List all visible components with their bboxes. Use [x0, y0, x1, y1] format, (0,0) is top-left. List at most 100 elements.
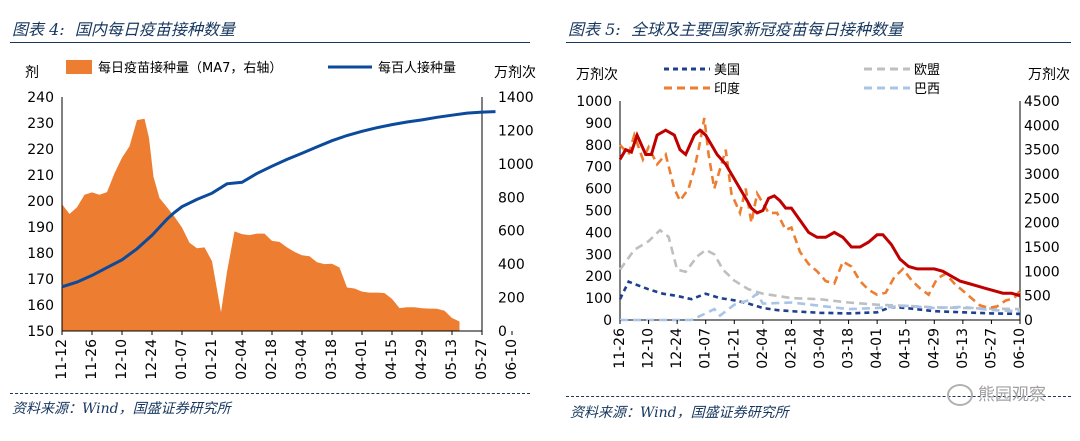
x-tick-label: 12-10 [641, 328, 657, 369]
x-tick-label: 03-04 [294, 339, 310, 380]
chart-2: 0 100 200 300 400 500 600 700 800 900 1000 0 500 1000… [576, 63, 1070, 369]
left-tick-label: 100 [585, 291, 612, 307]
x-tick-label: 01-21 [204, 339, 220, 380]
chart-1: 150 160 170 180 190 200 210 220 230 240 0 200 400 600… [25, 60, 536, 380]
x-tick-label: 12-10 [114, 339, 130, 380]
line-india [619, 117, 1022, 310]
right-tick-label: 500 [1024, 289, 1051, 305]
left-tick-label: 1000 [576, 94, 612, 110]
right-tick-label: 3000 [1024, 167, 1060, 183]
left-tick-label: 500 [585, 204, 612, 220]
x-tick-label: 04-01 [869, 328, 885, 369]
left-tick-label: 900 [585, 116, 612, 132]
x-tick-label: 01-07 [174, 339, 190, 380]
left-tick-label: 400 [585, 225, 612, 241]
x-tick-label: 05-27 [983, 328, 999, 369]
right-tick-label: 1000 [498, 157, 534, 173]
watermark-text: 熊园观察 [978, 385, 1046, 405]
x-tick-label: 04-01 [354, 339, 370, 380]
x-tick-label: 04-15 [898, 328, 914, 369]
x-tick-label: 11-26 [612, 328, 628, 369]
left-axis-unit: 剂 [25, 65, 39, 81]
x-tick-label: 02-04 [234, 339, 250, 380]
x-tick-label: 02-18 [783, 328, 799, 369]
x-tick-label: 03-18 [324, 339, 340, 380]
right-tick-label: 800 [498, 190, 525, 206]
right-tick-label: 0 [1024, 313, 1033, 329]
left-tick-label: 300 [585, 247, 612, 263]
x-tick-label: 03-04 [812, 328, 828, 369]
legend-label: 美国 [714, 63, 740, 78]
right-tick-label: 0 [498, 324, 507, 340]
line-global [618, 128, 1021, 298]
line-brazil [620, 291, 1021, 322]
x-tick-label: 05-13 [444, 339, 460, 380]
right-tick-label: 2000 [1024, 216, 1060, 232]
figure5-title: 图表 5: 全球及主要国家新冠疫苗每日接种数量 [568, 16, 903, 40]
left-axis-unit: 万剂次 [576, 67, 618, 83]
x-tick-label: 02-18 [264, 339, 280, 380]
figure4-label: 图表 4: [12, 20, 65, 39]
figure5-label: 图表 5: [568, 20, 621, 39]
x-tick-label: 04-29 [414, 339, 430, 380]
left-tick-label: 230 [27, 116, 54, 132]
x-tick-label: 04-15 [384, 339, 400, 380]
right-tick-label: 4500 [1024, 94, 1060, 110]
left-panel: 图表 4: 国内每日疫苗接种数量 150 160 170 180 190 200 210 22… [10, 16, 536, 417]
x-tick-label: 05-13 [955, 328, 971, 369]
left-tick-label: 220 [27, 142, 54, 158]
left-tick-label: 240 [27, 90, 54, 106]
line-per-hundred [61, 110, 496, 289]
left-tick-label: 0 [603, 313, 612, 329]
x-tick-label: 03-18 [841, 328, 857, 369]
left-tick-label: 600 [585, 182, 612, 198]
left-tick-label: 200 [27, 194, 54, 210]
right-tick-label: 400 [498, 257, 525, 273]
right-tick-label: 2500 [1024, 191, 1060, 207]
x-tick-label: 01-21 [726, 328, 742, 369]
right-tick-label: 600 [498, 224, 525, 240]
right-tick-label: 3500 [1024, 143, 1060, 159]
legend-label: 印度 [714, 81, 740, 97]
right-panel: 图表 5: 全球及主要国家新冠疫苗每日接种数量 0 100 200 300 400 500… [548, 0, 1080, 441]
figure4-title-text: 国内每日疫苗接种数量 [74, 20, 235, 39]
right-tick-label: 1000 [1024, 264, 1060, 280]
watermark: 熊园观察 [947, 380, 1046, 406]
left-tick-label: 210 [27, 168, 54, 184]
figure4-title: 图表 4: 国内每日疫苗接种数量 [12, 16, 235, 40]
area-daily-vaccinations [62, 118, 460, 331]
wechat-icon [947, 384, 973, 406]
x-tick-label: 06-10 [1012, 328, 1028, 369]
x-tick-label: 12-24 [669, 328, 685, 369]
left-tick-label: 800 [585, 138, 612, 154]
legend-label-line: 每百人接种量 [378, 60, 456, 76]
legend-label: 巴西 [914, 82, 940, 97]
right-axis-unit: 万剂次 [1028, 67, 1070, 83]
x-tick-label: 11-26 [84, 339, 100, 380]
x-tick-label: 05-27 [474, 339, 490, 380]
x-tick-label: 04-29 [926, 328, 942, 369]
right-tick-label: 200 [498, 291, 525, 307]
x-tick-label: 11-12 [54, 339, 70, 380]
legend-label: 欧盟 [914, 63, 940, 78]
left-tick-label: 700 [585, 160, 612, 176]
right-tick-label: 4000 [1024, 118, 1060, 134]
left-tick-label: 160 [27, 298, 54, 314]
left-tick-label: 200 [585, 269, 612, 285]
right-tick-label: 1400 [498, 90, 534, 106]
right-tick-label: 1200 [498, 123, 534, 139]
x-tick-label: 02-04 [755, 328, 771, 369]
legend-swatch-area [66, 60, 92, 74]
right-tick-label: 1500 [1024, 240, 1060, 256]
left-tick-label: 190 [27, 220, 54, 236]
left-tick-label: 180 [27, 246, 54, 262]
legend-label-area: 每日疫苗接种量（MA7，右轴） [98, 60, 282, 76]
x-tick-label: 01-07 [698, 328, 714, 369]
figure4-source: 资料来源：Wind，国盛证券研究所 [12, 401, 231, 417]
line-us [618, 280, 1021, 316]
x-tick-label: 12-24 [144, 339, 160, 380]
right-axis-unit: 万剂次 [494, 65, 536, 81]
left-tick-label: 150 [27, 324, 54, 340]
x-tick-label: 06-10 [504, 339, 520, 380]
figure5-title-text: 全球及主要国家新冠疫苗每日接种数量 [630, 20, 903, 39]
